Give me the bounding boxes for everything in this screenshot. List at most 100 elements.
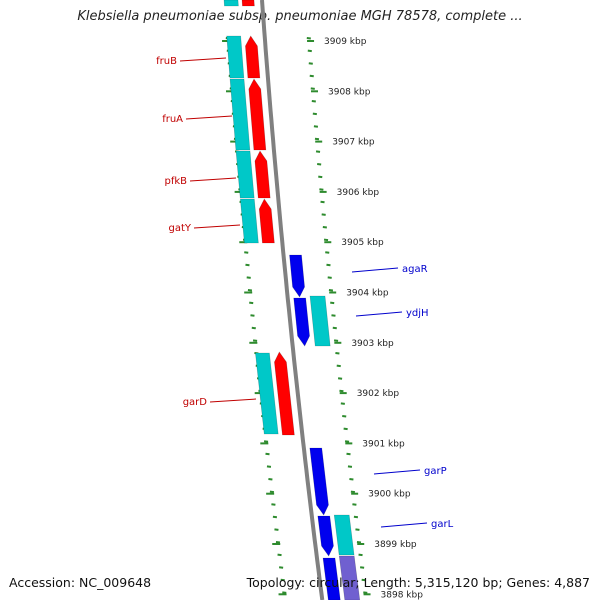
- inner-tick: [274, 528, 279, 531]
- inner-tick: [275, 541, 281, 544]
- outer-tick: [313, 125, 319, 128]
- kbp-label: 3903 kbp: [351, 339, 394, 349]
- outer-tick: [320, 200, 325, 204]
- outer-tick: [333, 339, 339, 342]
- outer-tick: [323, 238, 329, 242]
- kbp-label: 3898 kbp: [381, 590, 424, 600]
- reverse-gene-label: agaR: [402, 264, 428, 275]
- reverse-cds-arrow: [293, 297, 310, 347]
- reverse-cds-arrow: [322, 557, 341, 600]
- gene-features: [223, 0, 361, 600]
- outer-tick: [353, 515, 359, 519]
- reverse-gene-label: garL: [431, 519, 454, 530]
- outer-tick: [343, 427, 348, 431]
- forward-gene-block: [255, 352, 279, 435]
- reverse-gene-block: [309, 295, 331, 347]
- outer-tick: [311, 100, 316, 103]
- outer-tick: [319, 188, 324, 191]
- inner-tick: [249, 301, 254, 305]
- outer-tick: [332, 326, 337, 330]
- forward-gene-label: gatY: [168, 223, 191, 234]
- inner-tick: [247, 289, 253, 292]
- outer-tick: [350, 490, 356, 494]
- accession-text: Accession: NC_009648: [9, 575, 152, 590]
- forward-gene-label: pfkB: [164, 176, 187, 187]
- kbp-label: 3900 kbp: [368, 490, 411, 500]
- outer-tick: [339, 389, 344, 393]
- forward-gene-label: fruA: [162, 114, 183, 125]
- outer-tick: [317, 163, 322, 166]
- forward-gene-block: [239, 198, 259, 244]
- outer-tick: [306, 37, 311, 40]
- outer-tick: [346, 452, 351, 456]
- reverse-label-leader: [355, 311, 403, 317]
- reverse-label-leader: [351, 267, 399, 273]
- outer-tick: [309, 74, 314, 78]
- outer-tick: [331, 314, 336, 317]
- forward-gene-block: [223, 0, 239, 7]
- outer-tick: [326, 263, 331, 267]
- outer-tick: [330, 301, 335, 305]
- forward-cds-arrow: [274, 351, 295, 436]
- forward-gene-block: [235, 150, 255, 199]
- forward-cds-arrow: [245, 35, 261, 79]
- outer-tick: [336, 364, 341, 368]
- outer-tick: [312, 112, 317, 116]
- inner-tick: [268, 478, 273, 481]
- reverse-other-block: [338, 555, 361, 600]
- reverse-gene-block: [333, 514, 355, 556]
- map-title: Klebsiella pneumoniae subsp. pneumoniae …: [77, 9, 523, 24]
- kbp-label: 3906 kbp: [337, 188, 380, 198]
- inner-tick: [245, 263, 250, 267]
- reverse-cds-arrow: [317, 515, 334, 557]
- inner-tick: [271, 503, 276, 506]
- reverse-label-leader: [373, 469, 421, 475]
- genome-backbone: [260, 0, 325, 600]
- outer-tick: [308, 62, 313, 65]
- forward-label-leader: [185, 115, 233, 120]
- inner-tick: [265, 452, 270, 456]
- outer-tick: [340, 402, 345, 405]
- outer-tick: [358, 553, 363, 557]
- outer-tick: [307, 49, 312, 53]
- forward-cds-arrow: [248, 78, 267, 151]
- inner-tick: [252, 339, 258, 342]
- kbp-label: 3904 kbp: [346, 289, 389, 299]
- inner-tick: [272, 515, 278, 519]
- forward-cds-arrow: [258, 198, 275, 244]
- kbp-label: 3908 kbp: [328, 87, 371, 97]
- outer-tick: [325, 251, 330, 254]
- inner-tick: [278, 566, 284, 569]
- outer-tick: [363, 591, 368, 594]
- outer-tick: [314, 137, 320, 141]
- kbp-label: 3909 kbp: [324, 37, 367, 47]
- reverse-label-leader: [380, 522, 428, 528]
- forward-gene-block: [229, 78, 251, 151]
- inner-tick: [263, 440, 269, 443]
- inner-tick: [251, 326, 256, 330]
- outer-tick: [315, 150, 321, 153]
- gene-labels: 3909 kbp 3908 kbp 3907 kbp 3906 kbp 3905 kbp…: [156, 37, 453, 600]
- kbp-label: 3902 kbp: [357, 389, 400, 399]
- outer-tick: [356, 541, 362, 544]
- outer-tick: [328, 289, 334, 292]
- outer-tick: [352, 503, 357, 506]
- outer-tick: [347, 465, 353, 468]
- inner-tick: [277, 553, 282, 557]
- outer-tick: [337, 377, 343, 380]
- outer-tick: [361, 578, 366, 582]
- forward-cds-arrow: [254, 150, 271, 199]
- outer-tick: [342, 415, 347, 418]
- inner-tick: [266, 465, 272, 468]
- outer-tick: [322, 226, 327, 229]
- inner-tick: [269, 490, 275, 494]
- inner-tick: [250, 314, 255, 317]
- forward-label-leader: [179, 57, 227, 62]
- kbp-label: 3901 kbp: [362, 439, 405, 449]
- outer-tick: [327, 276, 332, 279]
- forward-gene-block: [226, 35, 245, 79]
- inner-tick: [282, 591, 287, 594]
- inner-tick: [244, 251, 249, 254]
- forward-cds-arrow: [241, 0, 255, 7]
